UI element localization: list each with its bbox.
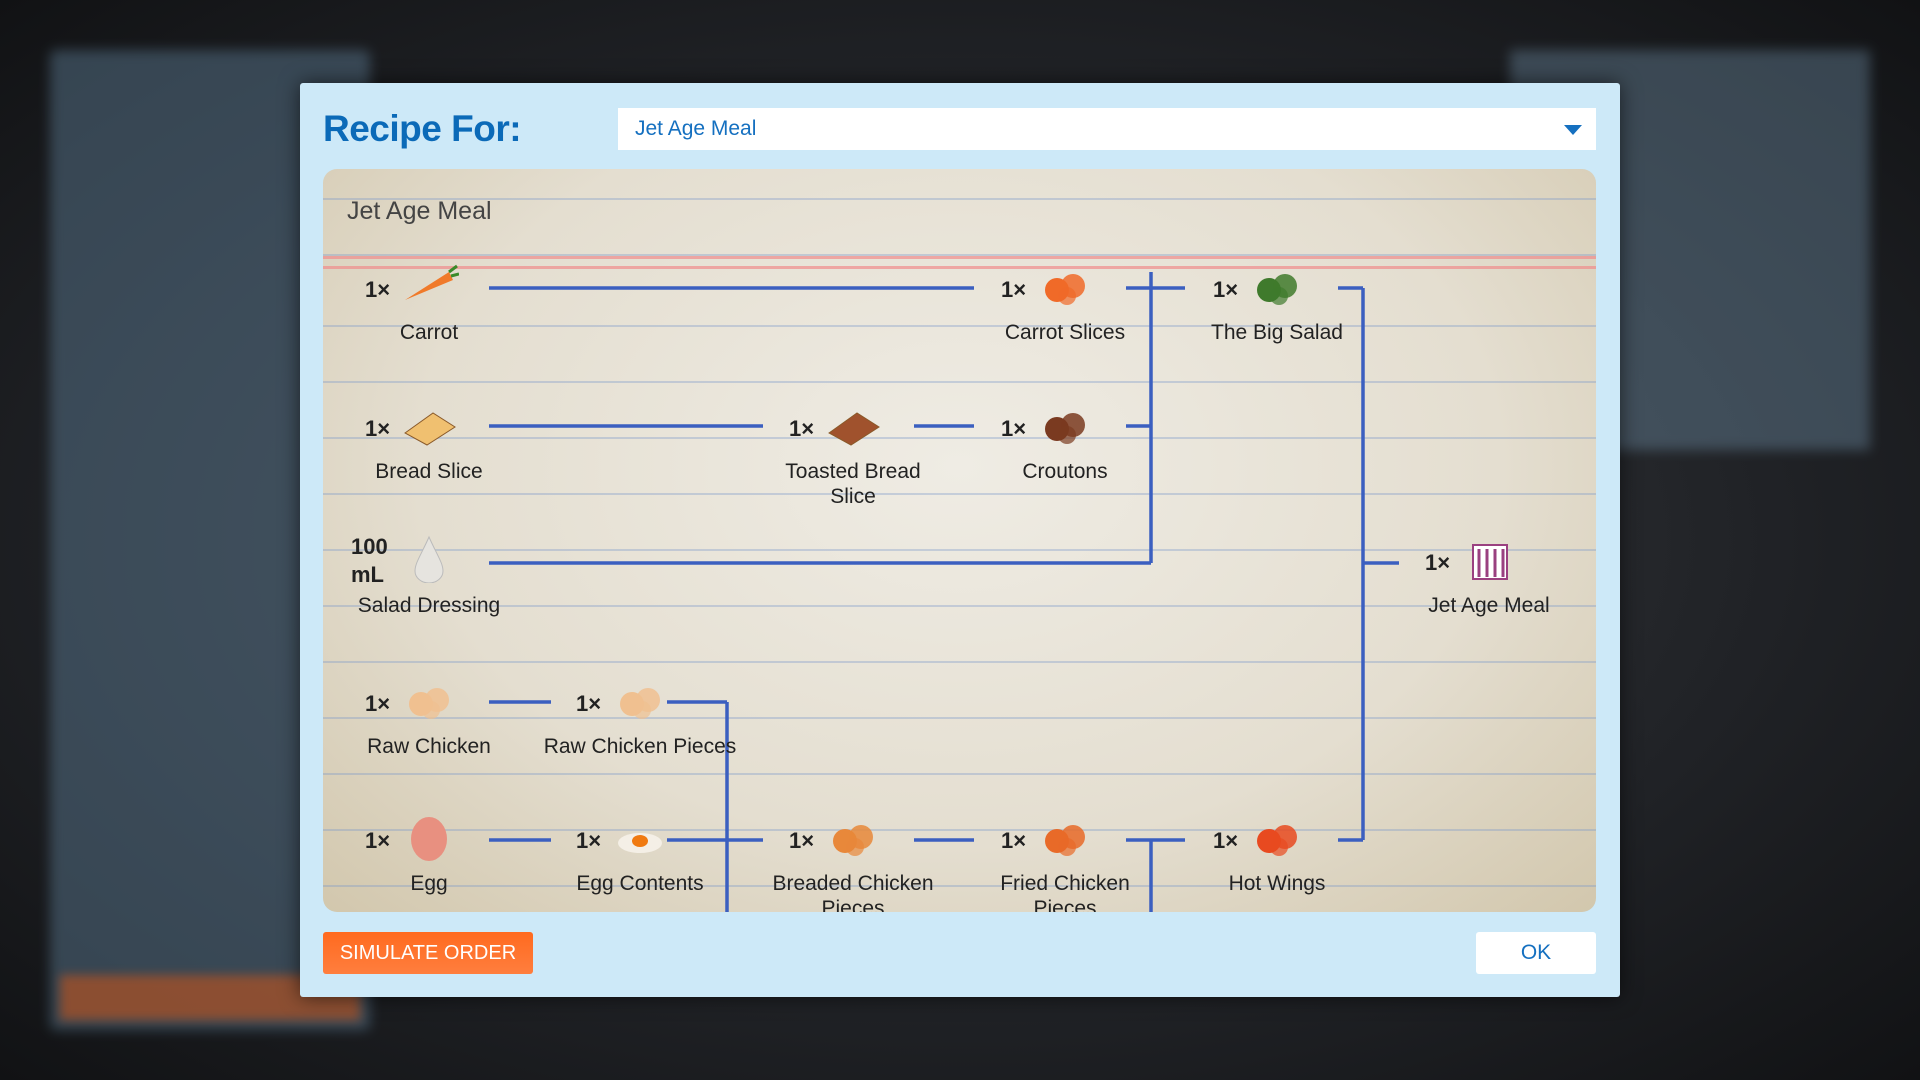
toast-icon (823, 399, 883, 449)
recipe-select[interactable]: Jet Age Meal (618, 108, 1596, 150)
quantity: 1× (1001, 277, 1027, 302)
quantity: 1× (576, 828, 602, 853)
quantity: 1× (576, 691, 602, 716)
node-label: Jet Age Meal (1428, 594, 1550, 617)
node-label: Egg Contents (576, 872, 704, 895)
quantity: 100 mL (351, 534, 388, 587)
recipe-dialog: Recipe For: Jet Age Meal Jet Age Meal 1×… (300, 83, 1620, 997)
fried-chicken-icon (1035, 811, 1095, 861)
recipe-connections (489, 272, 1399, 912)
node-label: Toasted Bread Slice (785, 460, 921, 508)
quantity: 1× (365, 828, 391, 853)
breaded-chicken-icon (823, 811, 883, 861)
chicken-pieces-icon (610, 674, 670, 724)
node-label: Carrot Slices (1004, 321, 1126, 344)
node-label: Salad Dressing (357, 594, 501, 617)
quantity: 1× (1001, 828, 1027, 853)
recipe-tree-panel: Jet Age Meal 1× Carrot 1× Carrot Slices 1× Th… (323, 169, 1596, 912)
egg-yolk-icon (610, 811, 670, 861)
ok-button[interactable]: OK (1476, 932, 1596, 974)
node-label: Croutons (1022, 460, 1108, 483)
recipe-select-value: Jet Age Meal (635, 117, 757, 140)
simulate-order-button[interactable]: SIMULATE ORDER (323, 932, 533, 974)
droplet-icon (399, 533, 459, 584)
quantity: 1× (365, 277, 391, 302)
dialog-title: Recipe For: (323, 108, 522, 149)
node-label: Bread Slice (375, 460, 483, 483)
node-label: Breaded Chicken Pieces (772, 872, 934, 912)
carrot-slices-icon (1035, 260, 1095, 310)
node-label: Raw Chicken (367, 735, 491, 758)
node-label: Egg (410, 872, 448, 895)
quantity: 1× (365, 416, 391, 441)
margin-line (323, 256, 1596, 259)
croutons-icon (1035, 399, 1095, 449)
quantity: 1× (1213, 277, 1239, 302)
hot-wings-icon (1247, 811, 1307, 861)
recipe-tree-title: Jet Age Meal (347, 197, 492, 225)
node-label: The Big Salad (1211, 321, 1343, 344)
chevron-down-icon (1564, 125, 1582, 135)
egg-icon (399, 811, 459, 861)
salad-icon (1247, 260, 1307, 310)
quantity: 1× (789, 416, 815, 441)
quantity: 1× (365, 691, 391, 716)
chicken-icon (399, 674, 459, 724)
quantity: 1× (1001, 416, 1027, 441)
node-label: Carrot (399, 321, 459, 344)
meal-box-icon (1459, 533, 1519, 583)
node-label: Hot Wings (1228, 872, 1326, 895)
carrot-icon (399, 260, 460, 310)
bread-icon (399, 399, 459, 449)
node-label: Fried Chicken Pieces (1000, 872, 1130, 912)
node-label: Raw Chicken Pieces (543, 735, 737, 758)
quantity: 1× (789, 828, 815, 853)
margin-line (323, 266, 1596, 269)
quantity: 1× (1213, 828, 1239, 853)
quantity: 1× (1425, 550, 1451, 575)
